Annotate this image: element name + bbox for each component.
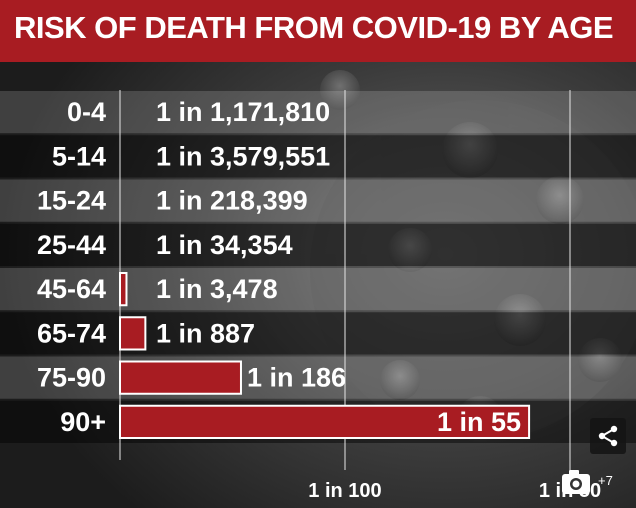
chart-title: RISK OF DEATH FROM COVID-19 BY AGE [14, 10, 614, 45]
value-label: 1 in 3,478 [156, 274, 278, 304]
value-label: 1 in 186 [247, 363, 346, 393]
category-label: 25-44 [37, 230, 106, 260]
row-band [0, 91, 636, 134]
category-label: 45-64 [37, 274, 106, 304]
row-band [0, 356, 636, 399]
share-button[interactable] [590, 418, 626, 454]
bar [119, 360, 242, 395]
value-label: 1 in 34,354 [156, 230, 293, 260]
category-label: 90+ [60, 407, 106, 437]
row-band [0, 268, 636, 311]
bar [119, 316, 147, 351]
category-label: 5-14 [52, 141, 106, 171]
x-tick-label: 1 in 100 [308, 480, 381, 502]
virus-background-decoration [310, 70, 636, 444]
category-label: 15-24 [37, 186, 106, 216]
title-bar: RISK OF DEATH FROM COVID-19 BY AGE [0, 0, 636, 62]
bar [119, 404, 531, 439]
share-icon [598, 425, 618, 447]
camera-icon [562, 470, 590, 494]
row-band [0, 135, 636, 178]
value-label: 1 in 3,579,551 [156, 141, 330, 171]
bars [119, 272, 531, 439]
category-label: 0-4 [67, 97, 106, 127]
category-label: 75-90 [37, 363, 106, 393]
value-label: 1 in 55 [437, 407, 521, 437]
value-label: 1 in 1,171,810 [156, 97, 330, 127]
gallery-count: +7 [598, 473, 613, 488]
category-label: 65-74 [37, 318, 106, 348]
value-label: 1 in 887 [156, 318, 255, 348]
row-band [0, 312, 636, 355]
bar [119, 272, 128, 307]
value-label: 1 in 218,399 [156, 186, 308, 216]
row-band [0, 179, 636, 222]
gallery-button[interactable]: +7 [558, 464, 628, 500]
row-band [0, 223, 636, 266]
